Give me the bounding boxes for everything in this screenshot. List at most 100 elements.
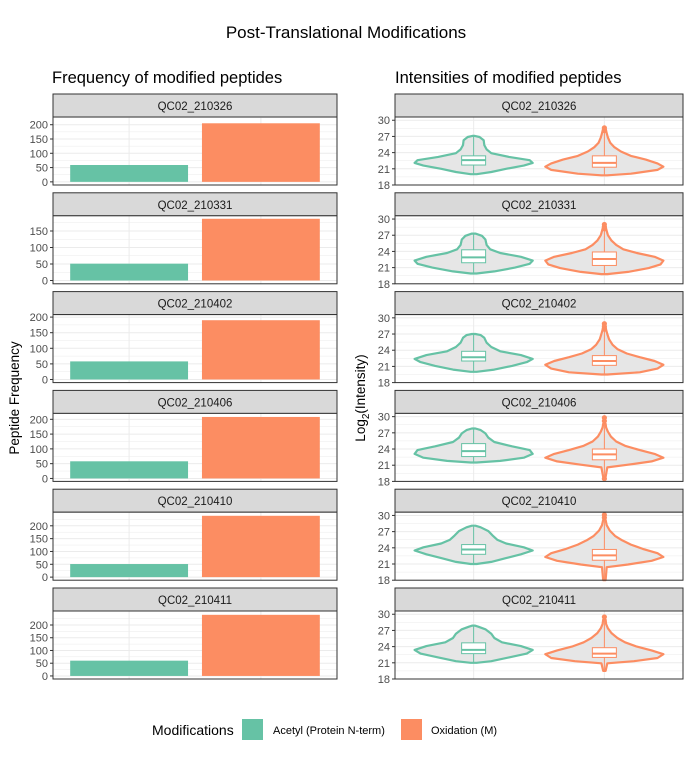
y-tick-label: 24 bbox=[378, 642, 390, 654]
figure-title: Post-Translational Modifications bbox=[226, 23, 466, 42]
y-tick-label: 50 bbox=[36, 658, 48, 670]
y-tick-label: 100 bbox=[30, 546, 48, 558]
y-tick-label: 200 bbox=[30, 620, 48, 632]
box bbox=[461, 249, 487, 264]
intensity-facet: QC02_210326 18 21 24 27 30 bbox=[378, 93, 684, 192]
y-tick-label: 30 bbox=[378, 510, 390, 522]
facet-strip-label: QC02_210406 bbox=[502, 397, 577, 409]
y-tick-label: 0 bbox=[42, 275, 48, 287]
box bbox=[461, 350, 487, 362]
facet-strip-label: QC02_210326 bbox=[158, 101, 233, 113]
bar bbox=[70, 165, 189, 182]
panel-border bbox=[52, 215, 338, 285]
y-tick-label: 27 bbox=[378, 230, 390, 242]
outlier-point bbox=[601, 476, 607, 482]
legend-swatch-acetyl bbox=[242, 719, 263, 740]
y-tick-label: 27 bbox=[378, 329, 390, 341]
intensity-facet: QC02_210410 18 21 24 27 30 bbox=[378, 488, 684, 587]
outlier-point bbox=[601, 125, 607, 131]
frequency-facet: QC02_210402 0 50 100 150 200 bbox=[30, 291, 338, 386]
y-tick-label: 150 bbox=[30, 134, 48, 146]
bar bbox=[201, 123, 320, 182]
panel-border bbox=[394, 511, 684, 581]
intensity-facet: QC02_210411 18 21 24 27 30 bbox=[378, 587, 684, 686]
y-tick-label: 18 bbox=[378, 378, 390, 390]
y-tick-label: 50 bbox=[36, 259, 48, 271]
facet-strip-label: QC02_210410 bbox=[158, 496, 233, 508]
bar bbox=[201, 515, 320, 578]
right-panel-title: Intensities of modified peptides bbox=[395, 69, 622, 87]
y-tick-label: 24 bbox=[378, 246, 390, 258]
facet-strip-label: QC02_210402 bbox=[158, 299, 233, 311]
y-tick-label: 24 bbox=[378, 148, 390, 160]
y-tick-label: 200 bbox=[30, 521, 48, 533]
y-tick-label: 150 bbox=[30, 328, 48, 340]
y-tick-label: 150 bbox=[30, 633, 48, 645]
y-tick-label: 0 bbox=[42, 473, 48, 485]
panel-border bbox=[52, 511, 338, 581]
y-tick-label: 24 bbox=[378, 345, 390, 357]
box bbox=[461, 642, 487, 655]
y-tick-label: 18 bbox=[378, 575, 390, 587]
y-tick-label: 0 bbox=[42, 572, 48, 584]
box bbox=[591, 647, 617, 658]
bar bbox=[201, 614, 320, 676]
box bbox=[591, 155, 617, 168]
panel-border bbox=[394, 215, 684, 285]
y-tick-label: 50 bbox=[36, 163, 48, 175]
bar bbox=[70, 361, 189, 380]
left-panel-title: Frequency of modified peptides bbox=[52, 69, 282, 87]
y-tick-label: 0 bbox=[42, 374, 48, 386]
bar bbox=[70, 564, 189, 578]
y-tick-label: 27 bbox=[378, 131, 390, 143]
y-tick-label: 150 bbox=[30, 429, 48, 441]
panel-border bbox=[52, 412, 338, 482]
outlier-point bbox=[601, 614, 607, 620]
y-tick-label: 100 bbox=[30, 343, 48, 355]
y-tick-label: 0 bbox=[42, 671, 48, 683]
y-tick-label: 21 bbox=[378, 361, 390, 373]
y-tick-label: 0 bbox=[42, 177, 48, 189]
bar bbox=[70, 461, 189, 479]
y-tick-label: 21 bbox=[378, 164, 390, 176]
y-tick-label: 50 bbox=[36, 459, 48, 471]
outlier-point bbox=[601, 512, 607, 518]
y-tick-label: 100 bbox=[30, 148, 48, 160]
bar bbox=[201, 416, 320, 479]
intensity-facet: QC02_210402 18 21 24 27 30 bbox=[378, 291, 684, 390]
y-tick-label: 24 bbox=[378, 543, 390, 555]
y-tick-label: 30 bbox=[378, 214, 390, 226]
y-tick-label: 21 bbox=[378, 263, 390, 275]
frequency-facet: QC02_210331 0 50 100 150 bbox=[30, 192, 338, 287]
y-tick-label: 50 bbox=[36, 359, 48, 371]
facet-strip-label: QC02_210406 bbox=[158, 397, 233, 409]
frequency-facets: QC02_210326050100150200QC02_210331050100… bbox=[30, 93, 338, 683]
outlier-point bbox=[601, 415, 607, 421]
facet-strip-label: QC02_210411 bbox=[502, 595, 576, 607]
y-tick-label: 27 bbox=[378, 527, 390, 539]
panel-border bbox=[394, 116, 684, 186]
outlier-point bbox=[601, 221, 607, 228]
intensity-facet: QC02_210406 18 21 24 27 30 bbox=[378, 389, 684, 488]
frequency-facet: QC02_210406 0 50 100 150 200 bbox=[30, 389, 338, 485]
bar bbox=[201, 320, 320, 380]
y-tick-label: 30 bbox=[378, 313, 390, 325]
right-y-axis-label: Log2(Intensity) bbox=[353, 354, 372, 441]
y-tick-label: 18 bbox=[378, 476, 390, 488]
y-tick-label: 200 bbox=[30, 120, 48, 132]
y-tick-label: 21 bbox=[378, 559, 390, 571]
bar bbox=[70, 263, 189, 281]
legend: Modifications Acetyl (Protein N-term) Ox… bbox=[152, 719, 497, 740]
panel-border bbox=[52, 610, 338, 680]
y-tick-label: 30 bbox=[378, 412, 390, 424]
legend-title: Modifications bbox=[152, 722, 234, 738]
panel-border bbox=[394, 610, 684, 680]
legend-label-oxidation: Oxidation (M) bbox=[431, 725, 497, 737]
panel-background bbox=[395, 215, 683, 284]
y-tick-label: 27 bbox=[378, 625, 390, 637]
y-tick-label: 24 bbox=[378, 444, 390, 456]
facet-strip-label: QC02_210331 bbox=[502, 200, 577, 212]
